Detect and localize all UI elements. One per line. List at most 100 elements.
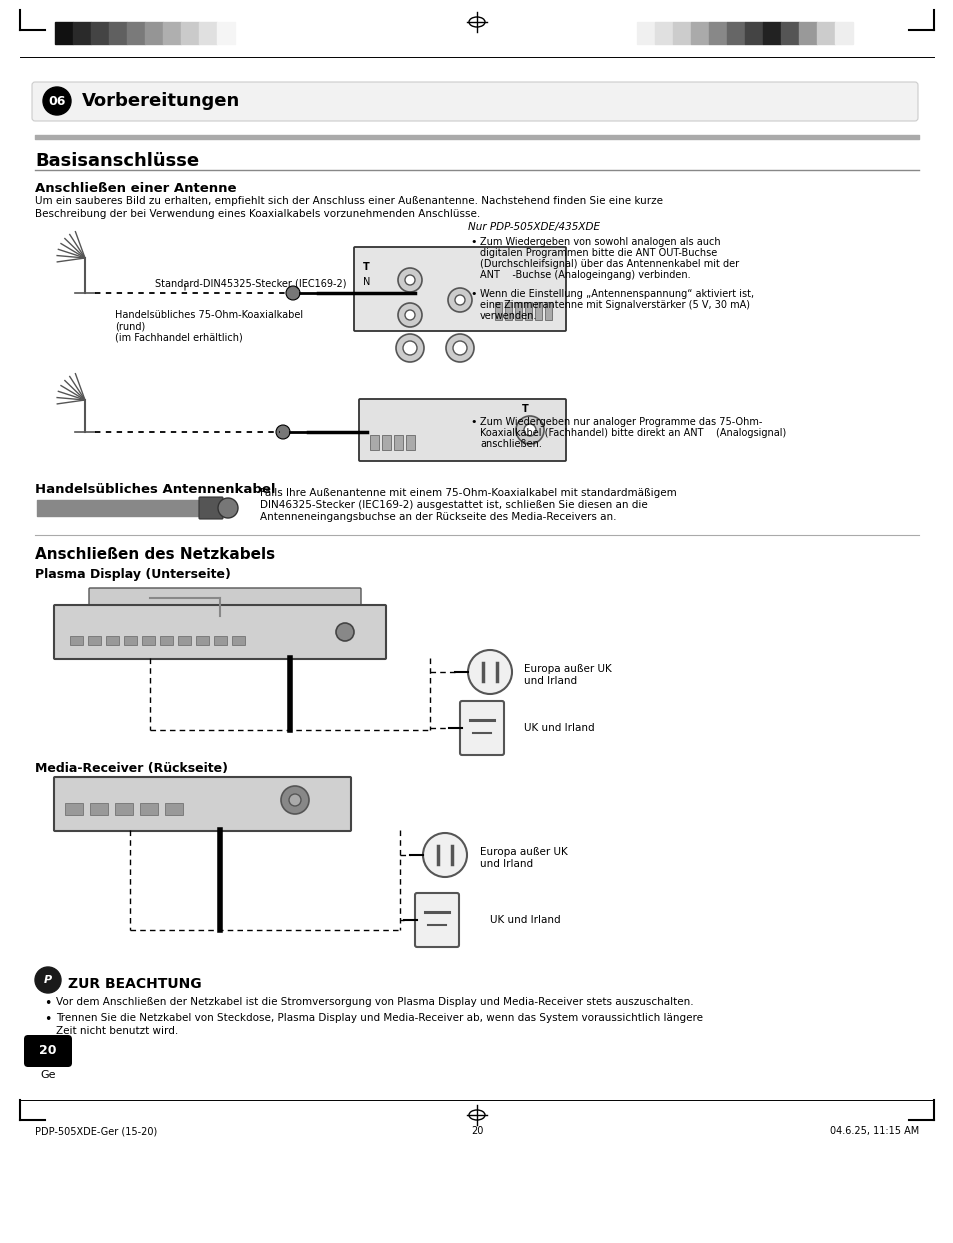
Text: Handelsübliches Antennenkabel: Handelsübliches Antennenkabel — [35, 484, 275, 496]
Bar — [708, 22, 726, 44]
Text: Wenn die Einstellung „Antennenspannung“ aktiviert ist,: Wenn die Einstellung „Antennenspannung“ … — [479, 290, 753, 300]
FancyBboxPatch shape — [199, 497, 223, 520]
Text: (im Fachhandel erhältlich): (im Fachhandel erhältlich) — [115, 332, 242, 342]
Text: Standard-DIN45325-Stecker (IEC169-2): Standard-DIN45325-Stecker (IEC169-2) — [154, 278, 346, 288]
Text: Zum Wiedergeben von sowohl analogen als auch: Zum Wiedergeben von sowohl analogen als … — [479, 237, 720, 247]
Circle shape — [453, 341, 467, 355]
Circle shape — [218, 498, 237, 518]
Text: PDP-505XDE-Ger (15-20): PDP-505XDE-Ger (15-20) — [35, 1126, 157, 1136]
Bar — [799, 22, 816, 44]
Text: Europa außer UK: Europa außer UK — [479, 846, 567, 856]
Text: 06: 06 — [49, 94, 66, 107]
FancyBboxPatch shape — [32, 82, 917, 121]
Text: UK und Irland: UK und Irland — [490, 915, 560, 925]
Text: 20: 20 — [471, 1126, 482, 1136]
Bar — [637, 22, 655, 44]
Text: (Durchschleifsignal) über das Antennenkabel mit der: (Durchschleifsignal) über das Antennenka… — [479, 259, 739, 268]
Text: T: T — [363, 262, 370, 272]
Text: Beschreibung der bei Verwendung eines Koaxialkabels vorzunehmenden Anschlüsse.: Beschreibung der bei Verwendung eines Ko… — [35, 209, 479, 219]
Text: Nur PDP-505XDE/435XDE: Nur PDP-505XDE/435XDE — [468, 222, 599, 232]
Bar — [726, 22, 744, 44]
Bar — [142, 636, 154, 645]
Text: verwenden.: verwenden. — [479, 311, 537, 321]
Text: digitalen Programmen bitte die ANT OUT-Buchse: digitalen Programmen bitte die ANT OUT-B… — [479, 249, 717, 259]
Text: UK und Irland: UK und Irland — [523, 723, 594, 733]
Text: Plasma Display (Unterseite): Plasma Display (Unterseite) — [35, 568, 231, 580]
Circle shape — [35, 967, 61, 993]
Text: Anschließen einer Antenne: Anschließen einer Antenne — [35, 181, 236, 195]
Text: Um ein sauberes Bild zu erhalten, empfiehlt sich der Anschluss einer Außenantenn: Um ein sauberes Bild zu erhalten, empfie… — [35, 196, 662, 206]
Circle shape — [397, 268, 421, 292]
Circle shape — [281, 786, 309, 814]
Bar — [70, 636, 83, 645]
Circle shape — [405, 310, 415, 319]
Bar — [73, 22, 91, 44]
Bar — [115, 803, 132, 815]
Circle shape — [395, 334, 423, 362]
Text: ZUR BEACHTUNG: ZUR BEACHTUNG — [68, 977, 201, 991]
Circle shape — [286, 286, 299, 300]
Circle shape — [335, 623, 354, 641]
Bar — [524, 302, 532, 319]
Bar — [88, 636, 101, 645]
Text: Basisanschlüsse: Basisanschlüsse — [35, 152, 199, 170]
Bar — [109, 22, 127, 44]
Circle shape — [43, 87, 71, 116]
FancyBboxPatch shape — [89, 588, 360, 608]
Bar — [816, 22, 834, 44]
Text: •: • — [44, 1013, 51, 1025]
Text: Vor dem Anschließen der Netzkabel ist die Stromversorgung von Plasma Display und: Vor dem Anschließen der Netzkabel ist di… — [56, 997, 693, 1007]
Circle shape — [523, 424, 536, 436]
Text: Vorbereitungen: Vorbereitungen — [82, 92, 240, 109]
Bar — [213, 636, 227, 645]
Bar — [495, 302, 501, 319]
Bar — [165, 803, 183, 815]
Text: Zum Wiedergeben nur analoger Programme das 75-Ohm-: Zum Wiedergeben nur analoger Programme d… — [479, 416, 761, 428]
Text: Anschließen des Netzkabels: Anschließen des Netzkabels — [35, 547, 274, 562]
Bar — [160, 636, 172, 645]
Circle shape — [275, 425, 290, 439]
Bar — [381, 435, 391, 450]
Bar — [90, 803, 108, 815]
Circle shape — [455, 295, 464, 305]
Circle shape — [402, 341, 416, 355]
Bar — [216, 22, 234, 44]
Circle shape — [446, 334, 474, 362]
Bar — [515, 302, 521, 319]
Bar — [781, 22, 799, 44]
Bar — [55, 22, 73, 44]
Text: Koaxialkabel (Fachhandel) bitte direkt an ANT    (Analogsignal): Koaxialkabel (Fachhandel) bitte direkt a… — [479, 428, 785, 438]
Circle shape — [448, 288, 472, 312]
Bar — [181, 22, 199, 44]
Bar — [199, 22, 216, 44]
Text: •: • — [44, 997, 51, 1011]
Bar — [106, 636, 119, 645]
Bar — [232, 636, 245, 645]
Text: •: • — [470, 237, 476, 247]
Bar — [370, 435, 378, 450]
Circle shape — [422, 833, 467, 878]
Circle shape — [516, 416, 543, 444]
Bar — [655, 22, 672, 44]
Text: eine Zimmerantenne mit Signalverstärker (5 V, 30 mA): eine Zimmerantenne mit Signalverstärker … — [479, 300, 749, 310]
Bar — [124, 636, 137, 645]
Text: Falls Ihre Außenantenne mit einem 75-Ohm-Koaxialkabel mit standardmäßigem: Falls Ihre Außenantenne mit einem 75-Ohm… — [260, 488, 676, 498]
Bar — [504, 302, 512, 319]
Bar — [195, 636, 209, 645]
Bar — [834, 22, 852, 44]
FancyBboxPatch shape — [54, 777, 351, 832]
Text: DIN46325-Stecker (IEC169-2) ausgestattet ist, schließen Sie diesen an die: DIN46325-Stecker (IEC169-2) ausgestattet… — [260, 500, 647, 510]
Bar — [690, 22, 708, 44]
FancyBboxPatch shape — [354, 247, 565, 331]
Bar — [140, 803, 158, 815]
Text: Antenneneingangsbuchse an der Rückseite des Media-Receivers an.: Antenneneingangsbuchse an der Rückseite … — [260, 512, 616, 522]
Text: 20: 20 — [39, 1044, 56, 1058]
Bar — [406, 435, 415, 450]
Text: 04.6.25, 11:15 AM: 04.6.25, 11:15 AM — [829, 1126, 918, 1136]
Text: •: • — [470, 290, 476, 300]
Text: Europa außer UK: Europa außer UK — [523, 664, 611, 674]
Circle shape — [468, 650, 512, 694]
Text: (rund): (rund) — [115, 321, 145, 331]
Bar — [394, 435, 402, 450]
Bar — [145, 22, 163, 44]
